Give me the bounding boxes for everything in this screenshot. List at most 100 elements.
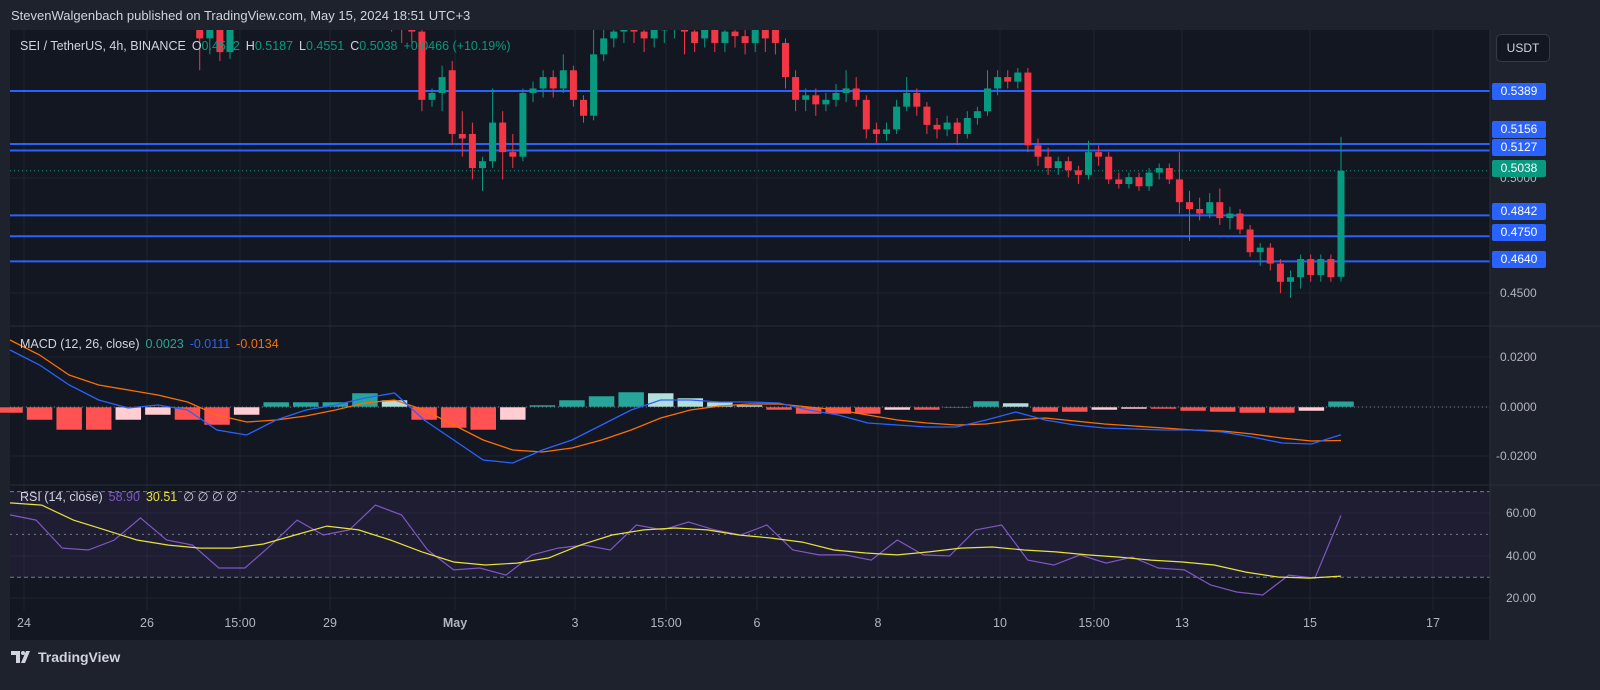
candle-body	[893, 106, 901, 130]
candle-body	[771, 30, 779, 43]
candle-body	[660, 30, 668, 31]
macd-histogram-bar	[736, 404, 763, 408]
macd-histogram-bar	[588, 395, 615, 408]
candle-body	[994, 77, 1002, 89]
candle-body	[226, 30, 234, 53]
macd-tick: 0.0200	[1500, 350, 1537, 364]
symbol-legend[interactable]: SEI / TetherUS, 4h, BINANCE O0.4572 H0.518…	[20, 39, 523, 53]
rsi-title[interactable]: RSI (14, close)	[20, 490, 103, 504]
candle-body	[438, 77, 446, 94]
macd-histogram-bar	[854, 406, 882, 415]
candle-body	[610, 31, 618, 39]
symbol-title[interactable]: SEI / TetherUS, 4h, BINANCE	[20, 39, 186, 53]
candle-body	[358, 0, 365, 2]
candle-body	[1297, 259, 1305, 278]
candle-body	[792, 77, 800, 100]
candle-body	[590, 54, 598, 116]
macd-histogram-bar	[1031, 406, 1059, 413]
candle-body	[1216, 202, 1224, 219]
candle-body	[782, 42, 789, 78]
macd-histogram-bar	[1150, 406, 1177, 410]
macd-histogram-bar	[1091, 406, 1118, 411]
macd-tick: -0.0200	[1496, 449, 1537, 463]
candle-body	[953, 122, 961, 134]
candle-body	[1034, 145, 1042, 157]
candle-body	[711, 30, 719, 43]
change-value: +0.0466 (+10.19%)	[403, 39, 511, 53]
candle-body	[943, 122, 951, 130]
macd-histogram-bar	[174, 406, 201, 421]
rsi-tick: 40.00	[1506, 549, 1537, 563]
candle-body	[681, 30, 688, 32]
candle-body	[812, 95, 820, 105]
close-label: C	[350, 39, 360, 53]
candle-body	[529, 88, 537, 94]
candle-body	[1307, 259, 1315, 275]
macd-tick: 0.0000	[1500, 400, 1537, 414]
macd-histogram-bar	[1209, 406, 1236, 413]
candle-body	[963, 118, 971, 134]
candle-body	[1074, 170, 1082, 175]
macd-title[interactable]: MACD (12, 26, close)	[20, 337, 140, 351]
candle-body	[1317, 259, 1325, 275]
level-label[interactable]: 0.5156	[1492, 121, 1546, 138]
candle-body	[499, 122, 507, 153]
macd-histogram-bar	[617, 391, 645, 408]
macd-histogram-bar	[1002, 402, 1029, 408]
rsi-band	[10, 491, 1490, 578]
macd-histogram-bar	[499, 406, 527, 421]
macd-signal-value: -0.0134	[236, 337, 279, 351]
candle-body	[1044, 156, 1052, 169]
candle-body	[1246, 229, 1254, 253]
candle-body	[1175, 179, 1183, 203]
candle-body	[458, 133, 466, 139]
rsi-ma-value: 30.51	[145, 490, 178, 504]
candle-body	[1186, 202, 1193, 210]
level-label[interactable]: 0.4640	[1492, 251, 1546, 268]
macd-histogram-bar	[558, 399, 586, 408]
candle-body	[1236, 213, 1244, 230]
candle-body	[852, 88, 860, 100]
candle-body	[1165, 168, 1173, 180]
macd-histogram-bar	[233, 406, 260, 416]
candle-body	[206, 30, 214, 39]
low-label: L	[299, 39, 306, 53]
high-label: H	[245, 39, 255, 53]
candle-body	[1004, 77, 1012, 82]
candle-body	[620, 30, 628, 32]
candle-body	[1125, 177, 1133, 184]
candle-body	[701, 30, 709, 39]
candle-body	[559, 70, 567, 89]
candle-body	[569, 70, 577, 100]
rsi-legend[interactable]: RSI (14, close) 58.90 30.51 ∅ ∅ ∅ ∅	[20, 489, 243, 504]
macd-line	[9, 349, 1342, 464]
candle-body	[1276, 263, 1284, 282]
macd-histogram-bar	[1239, 406, 1266, 414]
publish-info: StevenWalgenbach published on TradingVie…	[11, 8, 471, 23]
candle-body	[1054, 161, 1062, 169]
candle-body	[448, 70, 456, 134]
candle-body	[1105, 156, 1113, 180]
candle-body	[933, 124, 941, 130]
candle-body	[721, 31, 729, 43]
candle-body	[479, 161, 486, 169]
rsi-tick: 20.00	[1506, 591, 1537, 605]
macd-histogram-bar	[1120, 406, 1148, 410]
candle-body	[1337, 170, 1345, 277]
macd-histogram-bar	[55, 406, 83, 431]
macd-legend[interactable]: MACD (12, 26, close) 0.0023 -0.0111 -0.0134	[20, 337, 285, 351]
candle-body	[1226, 213, 1234, 219]
candle-body	[671, 25, 678, 30]
candle-body	[1266, 247, 1274, 264]
tradingview-logo[interactable]: TradingView	[11, 649, 120, 665]
candle-body	[1196, 209, 1204, 214]
close-value: 0.5038	[359, 39, 398, 53]
price-tick: 0.4500	[1500, 286, 1537, 300]
candle-body	[913, 93, 921, 107]
level-label[interactable]: 0.4750	[1492, 224, 1546, 241]
level-label[interactable]: 0.4842	[1492, 203, 1546, 220]
level-label[interactable]: 0.5127	[1492, 139, 1546, 156]
level-label[interactable]: 0.5389	[1492, 83, 1546, 100]
currency-button[interactable]: USDT	[1496, 34, 1550, 62]
